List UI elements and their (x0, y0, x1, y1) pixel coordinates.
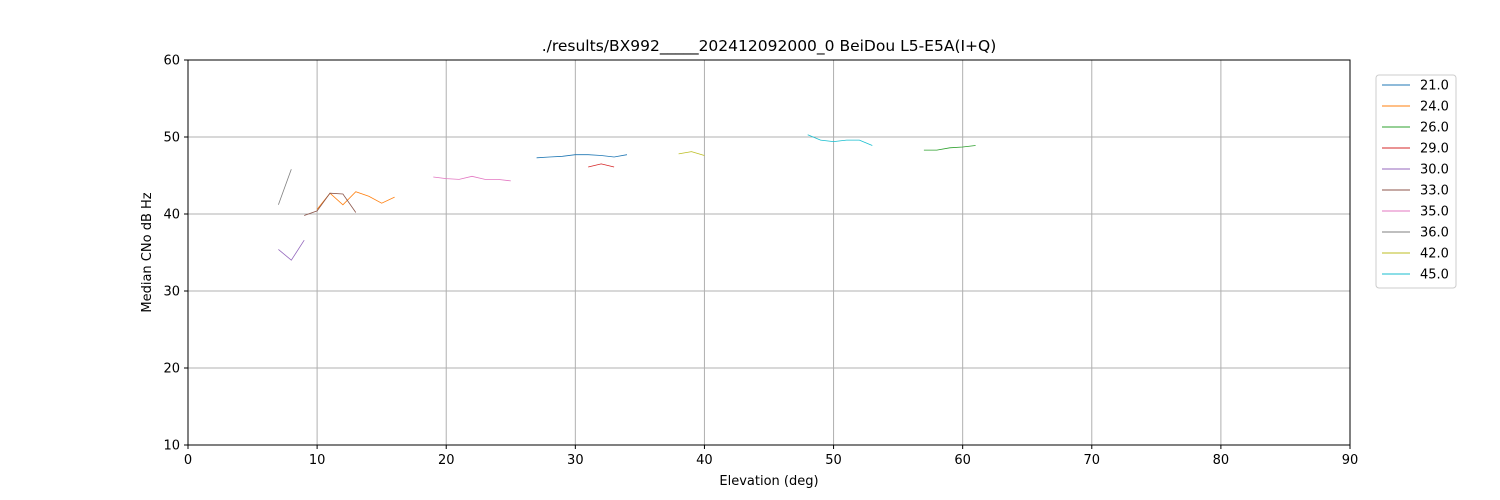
legend-label: 30.0 (1420, 163, 1449, 178)
series-line-30.0 (278, 239, 305, 261)
series-line-36.0 (278, 169, 292, 205)
chart-title: ./results/BX992_____202412092000_0 BeiDo… (542, 37, 997, 56)
y-tick-label: 50 (163, 131, 180, 146)
series-line-45.0 (807, 134, 873, 146)
series-line-42.0 (678, 151, 705, 156)
y-tick-label: 40 (163, 208, 180, 223)
y-tick-label: 20 (163, 362, 180, 377)
series-line-35.0 (433, 175, 511, 182)
legend-label: 21.0 (1420, 79, 1449, 94)
legend-label: 42.0 (1420, 247, 1449, 262)
grid-lines (187, 59, 1351, 446)
legend[interactable]: 21.0 24.0 26.0 29.0 30.0 33.0 35.0 36.0 42.0 45.0 (1375, 74, 1457, 289)
legend-label: 24.0 (1420, 100, 1449, 115)
legend-label: 33.0 (1420, 184, 1449, 199)
y-tick-label: 10 (163, 439, 180, 454)
legend-label: 29.0 (1420, 142, 1449, 157)
x-tick-label: 40 (696, 453, 713, 468)
x-tick-label: 0 (184, 453, 192, 468)
legend-label: 45.0 (1420, 268, 1449, 283)
series-line-33.0 (304, 192, 357, 216)
legend-label: 36.0 (1420, 226, 1449, 241)
x-tick-label: 30 (567, 453, 584, 468)
legend-frame (1375, 74, 1457, 289)
x-tick-label: 90 (1342, 453, 1359, 468)
series-lines (278, 134, 976, 261)
series-line-21.0 (536, 154, 628, 159)
y-tick-label: 60 (163, 54, 180, 69)
x-tick-label: 10 (309, 453, 326, 468)
y-axis: 10 20 30 40 50 60 (163, 54, 188, 454)
series-line-26.0 (923, 145, 976, 151)
x-tick-label: 20 (438, 453, 455, 468)
legend-label: 35.0 (1420, 205, 1449, 220)
x-axis-title: Elevation (deg) (719, 474, 818, 489)
x-axis: 0 10 20 30 40 50 60 70 80 90 (184, 445, 1358, 468)
legend-label: 26.0 (1420, 121, 1449, 136)
plot-area-frame (187, 59, 1351, 446)
y-tick-label: 30 (163, 285, 180, 300)
y-axis-title: Median CNo dB Hz (140, 192, 155, 312)
x-tick-label: 50 (825, 453, 842, 468)
x-tick-label: 70 (1084, 453, 1101, 468)
series-line-29.0 (588, 163, 615, 168)
x-tick-label: 60 (954, 453, 971, 468)
x-tick-label: 80 (1213, 453, 1230, 468)
